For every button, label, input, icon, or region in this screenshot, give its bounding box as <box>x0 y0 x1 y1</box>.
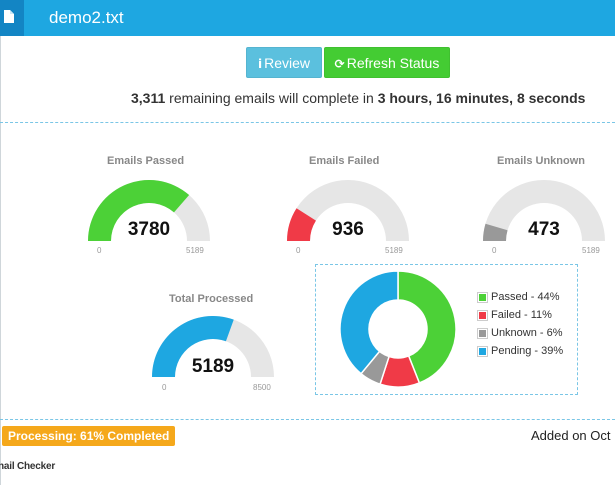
progress-badge: Processing: 61% Completed <box>2 426 176 446</box>
refresh-status-button[interactable]: ⟳ Refresh Status <box>324 47 450 78</box>
gauge-passed <box>88 180 210 241</box>
file-icon <box>4 10 14 23</box>
info-icon: i <box>257 57 263 71</box>
gauge-fill <box>88 180 190 241</box>
gauge-max-total: 8500 <box>253 383 271 392</box>
eta-text: 3 hours, 16 minutes, 8 seconds <box>377 90 586 106</box>
added-on-text: Added on Oct <box>531 428 611 443</box>
status-donut-chart <box>339 270 457 388</box>
window-header: demo2.txt <box>0 0 615 36</box>
gauge-min-total: 0 <box>162 383 167 392</box>
legend-label-unknown: Unknown - 6% <box>491 327 563 339</box>
review-button[interactable]: i Review <box>246 47 322 78</box>
section-divider <box>0 122 615 123</box>
file-tab[interactable] <box>0 0 24 36</box>
gauge-max-unknown: 5189 <box>582 246 600 255</box>
gauge-unknown <box>483 180 605 241</box>
gauge-fill <box>483 223 508 241</box>
gauge-value-passed: 3780 <box>127 219 171 240</box>
gauge-value-total: 5189 <box>191 356 235 377</box>
gauge-title-unknown: Emails Unknown <box>497 155 586 167</box>
page-title: demo2.txt <box>49 8 124 27</box>
gauge-title-failed: Emails Failed <box>309 155 380 167</box>
legend-swatch-failed <box>478 311 487 320</box>
review-button-label: Review <box>264 55 311 71</box>
gauge-track <box>287 180 409 241</box>
refresh-button-label: Refresh Status <box>346 55 440 71</box>
gauge-failed <box>287 180 409 241</box>
legend-label-failed: Failed - 11% <box>491 309 552 321</box>
gauge-title-passed: Emails Passed <box>107 155 185 167</box>
gauge-value-failed: 936 <box>332 219 364 240</box>
remaining-text: remaining emails will complete in <box>165 90 378 106</box>
gauge-min-failed: 0 <box>296 246 301 255</box>
gauge-fill <box>287 208 316 241</box>
gauge-fill <box>152 316 234 377</box>
legend-label-pending: Pending - 39% <box>491 345 564 357</box>
gauge-track <box>483 180 605 241</box>
legend-swatch-pending <box>478 347 487 356</box>
remaining-status: 3,311 remaining emails will complete in … <box>0 90 615 106</box>
legend-label-passed: Passed - 44% <box>491 291 560 303</box>
footer-divider <box>0 419 615 420</box>
legend-swatch-unknown <box>478 329 487 338</box>
gauge-total <box>152 316 274 377</box>
refresh-icon: ⟳ <box>334 57 345 71</box>
pie-chart-panel <box>315 264 578 395</box>
donut-slice-passed <box>397 270 457 384</box>
donut-slice-pending <box>339 270 399 375</box>
gauge-max-failed: 5189 <box>385 246 403 255</box>
gauge-min-unknown: 0 <box>492 246 497 255</box>
gauge-max-passed: 5189 <box>186 246 204 255</box>
remaining-count: 3,311 <box>131 90 166 106</box>
legend-swatch-passed <box>478 293 487 302</box>
gauge-title-total: Total Processed <box>169 293 254 305</box>
app-name: nail Checker <box>0 461 56 472</box>
gauge-value-unknown: 473 <box>528 219 560 240</box>
gauge-min-passed: 0 <box>97 246 102 255</box>
